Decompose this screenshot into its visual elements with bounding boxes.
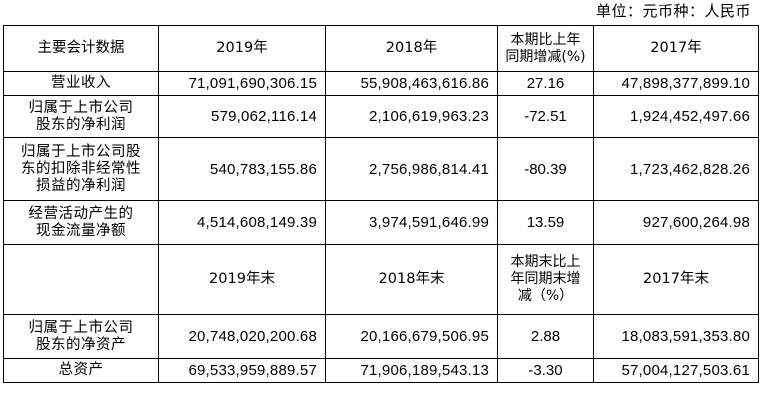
value-2017: 47,898,377,899.10 [593, 71, 759, 96]
table-row: 归属于上市公司 股东的净利润 579,062,116.14 2,106,619,… [3, 95, 759, 138]
value-change: -3.30 [497, 358, 594, 383]
row-label-line: 股东的净资产 [36, 336, 126, 353]
row-label-line: 营业收入 [51, 75, 111, 91]
header2-2019: 2019年末 [158, 244, 326, 315]
table-row: 经营活动产生的 现金流量净额 4,514,608,149.39 3,974,59… [3, 200, 759, 245]
header2-change: 本期末比上 年同期末增 减（%） [497, 244, 594, 315]
value-2019: 69,533,959,889.57 [158, 358, 326, 383]
row-label-line: 经营活动产生的 [28, 205, 134, 222]
value-2018: 2,756,986,814.41 [325, 137, 498, 201]
value-2017: 18,083,591,353.80 [593, 314, 759, 359]
header-row-period-end: 2019年末 2018年末 本期末比上 年同期末增 减（%） 2017年末 [3, 244, 759, 315]
row-label-line: 归属于上市公司 [28, 319, 134, 336]
table-row: 总资产 69,533,959,889.57 71,906,189,543.13 … [3, 358, 759, 383]
row-label-line: 东的扣除非经常性 [21, 160, 141, 177]
value-2017: 927,600,264.98 [593, 200, 759, 245]
header-label-col: 主要会计数据 [3, 25, 159, 72]
row-label-line: 归属于上市公司股 [21, 143, 141, 160]
header2-change-line: 本期末比上 [510, 254, 581, 270]
header-change-line: 本期比上年 [510, 31, 581, 48]
table-row: 营业收入 71,091,690,306.15 55,908,463,616.86… [3, 71, 759, 96]
row-label: 归属于上市公司 股东的净资产 [3, 314, 159, 359]
value-2019: 20,748,020,200.68 [158, 314, 326, 359]
header2-change-line: 年同期末增 [510, 271, 581, 287]
header-change-line: 同期增减(%) [505, 48, 586, 65]
value-change: 2.88 [497, 314, 594, 359]
header2-2018: 2018年末 [325, 244, 498, 315]
value-2019: 540,783,155.86 [158, 137, 326, 201]
value-2018: 3,974,591,646.99 [325, 200, 498, 245]
header-change: 本期比上年 同期增减(%) [497, 25, 594, 72]
row-label: 归属于上市公司 股东的净利润 [3, 95, 159, 138]
value-2017: 1,924,452,497.66 [593, 95, 759, 138]
header2-change-line: 减（%） [517, 288, 574, 304]
row-label-line: 现金流量净额 [36, 222, 126, 239]
row-label-line: 总资产 [58, 362, 104, 378]
row-label-line: 股东的净利润 [36, 116, 126, 133]
header2-2017: 2017年末 [593, 244, 759, 315]
value-2019: 4,514,608,149.39 [158, 200, 326, 245]
header2-label-col [3, 244, 159, 315]
value-change: -80.39 [497, 137, 594, 201]
value-change: 13.59 [497, 200, 594, 245]
row-label-line: 损益的净利润 [36, 177, 126, 194]
value-2019: 71,091,690,306.15 [158, 71, 326, 96]
value-2018: 71,906,189,543.13 [325, 358, 498, 383]
row-label: 归属于上市公司股 东的扣除非经常性 损益的净利润 [3, 137, 159, 201]
table-row: 归属于上市公司 股东的净资产 20,748,020,200.68 20,166,… [3, 314, 759, 359]
value-change: 27.16 [497, 71, 594, 96]
header-2018: 2018年 [325, 25, 498, 72]
table-row: 归属于上市公司股 东的扣除非经常性 损益的净利润 540,783,155.86 … [3, 137, 759, 201]
row-label: 经营活动产生的 现金流量净额 [3, 200, 159, 245]
value-2017: 57,004,127,503.61 [593, 358, 759, 383]
header-2019: 2019年 [158, 25, 326, 72]
row-label-line: 归属于上市公司 [28, 99, 134, 116]
header-2017: 2017年 [593, 25, 759, 72]
value-2017: 1,723,462,828.26 [593, 137, 759, 201]
key-accounting-data-table: 主要会计数据 2019年 2018年 本期比上年 同期增减(%) 2017年 营… [3, 25, 759, 383]
header-row: 主要会计数据 2019年 2018年 本期比上年 同期增减(%) 2017年 [3, 25, 759, 72]
value-2018: 20,166,679,506.95 [325, 314, 498, 359]
value-change: -72.51 [497, 95, 594, 138]
row-label: 营业收入 [3, 71, 159, 96]
value-2019: 579,062,116.14 [158, 95, 326, 138]
unit-note: 单位：元币种：人民币 [595, 2, 751, 20]
value-2018: 55,908,463,616.86 [325, 71, 498, 96]
row-label: 总资产 [3, 358, 159, 383]
value-2018: 2,106,619,963.23 [325, 95, 498, 138]
